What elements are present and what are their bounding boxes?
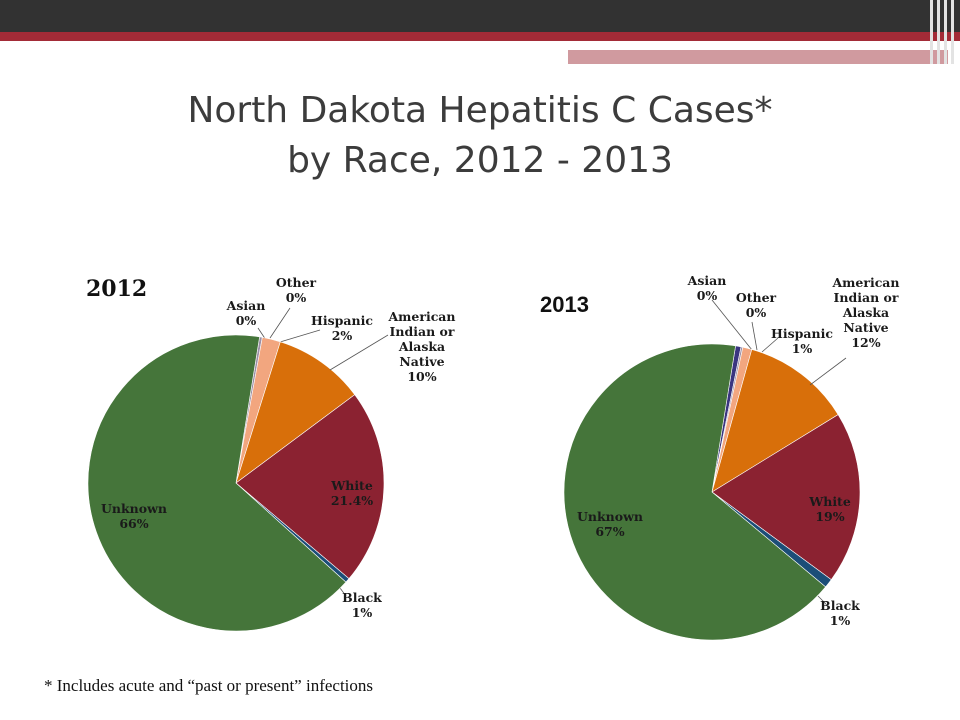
data-label-black: Black 1% bbox=[820, 598, 860, 628]
leader-line bbox=[279, 329, 321, 343]
leader-line bbox=[817, 595, 827, 605]
data-label-american-indian-or-alaska-native: American Indian or Alaska Native 10% bbox=[387, 309, 455, 384]
slice-american-indian-or-alaska-native bbox=[235, 341, 356, 484]
data-label-other: Other 0% bbox=[736, 290, 777, 320]
corner-decoration bbox=[926, 0, 960, 64]
leader-line bbox=[711, 299, 753, 351]
pie-2013: Asian 0% Other 0% Hispanic 1%American Indian o… bbox=[563, 273, 900, 641]
slice-white bbox=[711, 414, 861, 581]
accent-stripe-light bbox=[568, 50, 948, 64]
data-label-asian: Asian 0% bbox=[687, 273, 727, 303]
slide-title: North Dakota Hepatitis C Cases* by Race,… bbox=[60, 86, 900, 186]
data-label-american-indian-or-alaska-native: American Indian or Alaska Native 12% bbox=[831, 275, 899, 350]
chart-title-2012: 2012 bbox=[86, 276, 148, 302]
top-bar bbox=[0, 0, 960, 32]
data-label-hispanic: Hispanic 2% bbox=[311, 313, 373, 343]
slice-unknown bbox=[87, 334, 347, 632]
data-label-white: White 19% bbox=[808, 494, 851, 524]
footnote: * Includes acute and “past or present” i… bbox=[44, 676, 374, 695]
data-label-hispanic: Hispanic 1% bbox=[771, 326, 833, 356]
chart-title-2013: 2013 bbox=[540, 292, 589, 317]
data-label-asian: Asian 0% bbox=[226, 298, 266, 328]
leader-line bbox=[269, 307, 291, 339]
accent-stripe bbox=[0, 32, 960, 41]
leader-line bbox=[329, 334, 389, 371]
title-line-1: North Dakota Hepatitis C Cases* bbox=[187, 90, 773, 131]
title-line-2: by Race, 2012 - 2013 bbox=[287, 140, 673, 181]
leader-line bbox=[339, 587, 347, 597]
data-label-other: Other 0% bbox=[276, 275, 317, 305]
slice-white bbox=[235, 394, 385, 580]
slice-american-indian-or-alaska-native bbox=[711, 349, 839, 493]
data-label-unknown: Unknown 67% bbox=[577, 509, 643, 539]
leader-line bbox=[761, 337, 779, 353]
data-label-black: Black 1% bbox=[342, 590, 382, 620]
leader-line bbox=[809, 357, 847, 386]
data-label-unknown: Unknown 66% bbox=[101, 501, 167, 531]
data-label-white: White 21.4% bbox=[330, 478, 373, 508]
pie-2012: Asian 0% Other 0% Hispanic 2% American Indian o… bbox=[87, 275, 456, 632]
leader-line bbox=[751, 321, 758, 351]
slice-unknown bbox=[563, 343, 826, 641]
